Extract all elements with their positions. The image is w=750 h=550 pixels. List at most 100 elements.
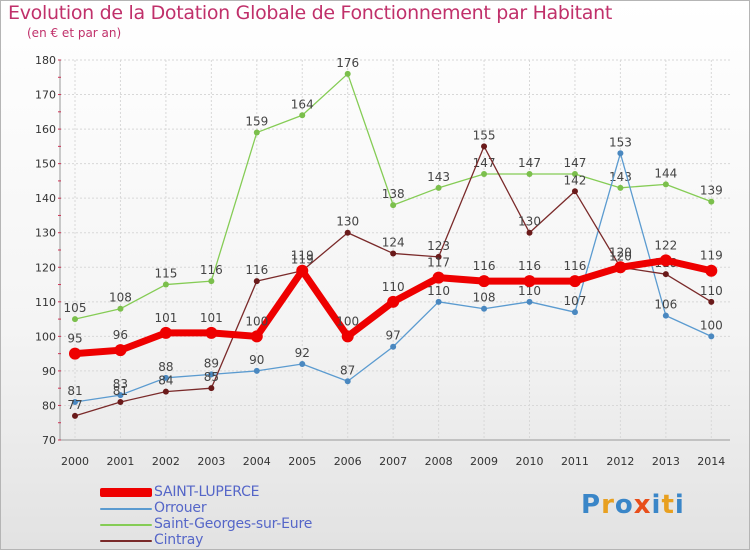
y-tick-label: 160 bbox=[35, 123, 56, 136]
data-point bbox=[299, 112, 306, 119]
data-point bbox=[526, 229, 533, 236]
data-label: 120 bbox=[609, 249, 632, 263]
data-label: 123 bbox=[427, 239, 450, 253]
data-point bbox=[571, 309, 578, 316]
legend-swatch bbox=[100, 540, 152, 542]
data-label: 124 bbox=[382, 235, 405, 249]
data-point bbox=[571, 171, 578, 177]
data-label: 100 bbox=[336, 314, 359, 328]
data-point bbox=[708, 198, 715, 205]
data-label: 117 bbox=[427, 256, 450, 270]
data-point bbox=[162, 388, 169, 395]
y-tick-label: 170 bbox=[35, 89, 56, 102]
data-label: 92 bbox=[295, 346, 310, 360]
data-label: 116 bbox=[200, 263, 223, 277]
data-point bbox=[208, 278, 215, 285]
data-point bbox=[705, 264, 718, 277]
y-tick-label: 140 bbox=[35, 192, 56, 205]
data-point bbox=[390, 343, 397, 350]
data-label: 97 bbox=[386, 329, 401, 343]
data-point bbox=[253, 129, 260, 136]
proxiti-logo: Proxiti bbox=[581, 490, 685, 520]
x-tick-label: 2003 bbox=[197, 455, 225, 468]
data-point bbox=[435, 298, 442, 305]
data-point bbox=[568, 275, 581, 288]
x-tick-label: 2011 bbox=[561, 455, 589, 468]
data-point bbox=[296, 264, 309, 277]
data-label: 130 bbox=[518, 215, 541, 229]
data-label: 120 bbox=[609, 245, 632, 259]
data-label: 147 bbox=[563, 156, 586, 170]
data-label: 85 bbox=[204, 370, 219, 384]
data-label: 116 bbox=[245, 263, 268, 277]
data-point bbox=[481, 305, 488, 312]
data-point bbox=[708, 333, 715, 340]
data-label: 144 bbox=[654, 166, 677, 180]
data-label: 101 bbox=[154, 311, 177, 325]
data-point bbox=[162, 374, 169, 381]
y-tick-label: 90 bbox=[42, 365, 56, 378]
data-point bbox=[250, 330, 263, 343]
data-label: 155 bbox=[473, 128, 496, 142]
data-point bbox=[208, 371, 215, 378]
data-point bbox=[69, 347, 81, 360]
y-tick-label: 150 bbox=[35, 158, 56, 171]
legend-swatch bbox=[100, 488, 152, 497]
data-point bbox=[617, 150, 624, 157]
logo-letter: t bbox=[661, 490, 675, 520]
data-point bbox=[617, 184, 624, 191]
series-saint-luperce: 95 96 101 101 100 119 100 110 117 116 116 116 120 122… bbox=[67, 238, 723, 360]
data-point bbox=[526, 171, 533, 177]
data-point bbox=[435, 184, 442, 191]
data-point bbox=[526, 298, 533, 305]
data-point bbox=[390, 202, 397, 209]
data-point bbox=[159, 326, 172, 339]
data-point bbox=[659, 254, 672, 267]
legend-label: Saint-Georges-sur-Eure bbox=[154, 516, 313, 532]
data-point bbox=[614, 261, 627, 274]
data-point bbox=[523, 275, 536, 288]
x-tick-label: 2005 bbox=[288, 455, 316, 468]
data-label: 119 bbox=[700, 249, 723, 263]
data-label: 81 bbox=[67, 384, 82, 398]
data-point bbox=[253, 278, 260, 285]
data-point bbox=[708, 298, 715, 305]
data-point bbox=[117, 305, 124, 312]
data-label: 159 bbox=[245, 115, 268, 129]
data-label: 81 bbox=[113, 384, 128, 398]
data-label: 84 bbox=[158, 374, 173, 388]
chart-subtitle: (en € et par an) bbox=[27, 26, 122, 40]
x-tick-label: 2013 bbox=[652, 455, 680, 468]
data-label: 116 bbox=[563, 259, 586, 273]
data-point bbox=[662, 181, 669, 188]
data-point bbox=[478, 275, 491, 288]
x-tick-label: 2012 bbox=[606, 455, 634, 468]
data-label: 147 bbox=[518, 156, 541, 170]
data-point bbox=[481, 171, 488, 177]
logo-letter: i bbox=[674, 490, 685, 520]
data-point bbox=[344, 229, 351, 236]
data-label: 107 bbox=[563, 294, 586, 308]
data-label: 122 bbox=[654, 238, 677, 252]
data-point bbox=[344, 378, 351, 385]
data-label: 130 bbox=[336, 215, 359, 229]
data-label: 110 bbox=[700, 284, 723, 298]
legend-label: SAINT-LUPERCE bbox=[154, 484, 260, 500]
data-label: 138 bbox=[382, 187, 405, 201]
data-point bbox=[208, 385, 215, 392]
y-tick-label: 180 bbox=[35, 54, 56, 67]
data-label: 95 bbox=[67, 332, 82, 346]
logo-letter: r bbox=[601, 490, 615, 520]
x-tick-label: 2010 bbox=[516, 455, 544, 468]
data-point bbox=[72, 399, 78, 405]
data-label: 96 bbox=[113, 328, 128, 342]
data-point bbox=[205, 326, 218, 339]
y-tick-label: 70 bbox=[42, 434, 56, 447]
data-label: 87 bbox=[340, 363, 355, 377]
data-point bbox=[117, 392, 124, 399]
data-label: 108 bbox=[109, 291, 132, 305]
logo-letter: o bbox=[614, 490, 634, 520]
data-label: 110 bbox=[518, 284, 541, 298]
data-point bbox=[253, 367, 260, 374]
